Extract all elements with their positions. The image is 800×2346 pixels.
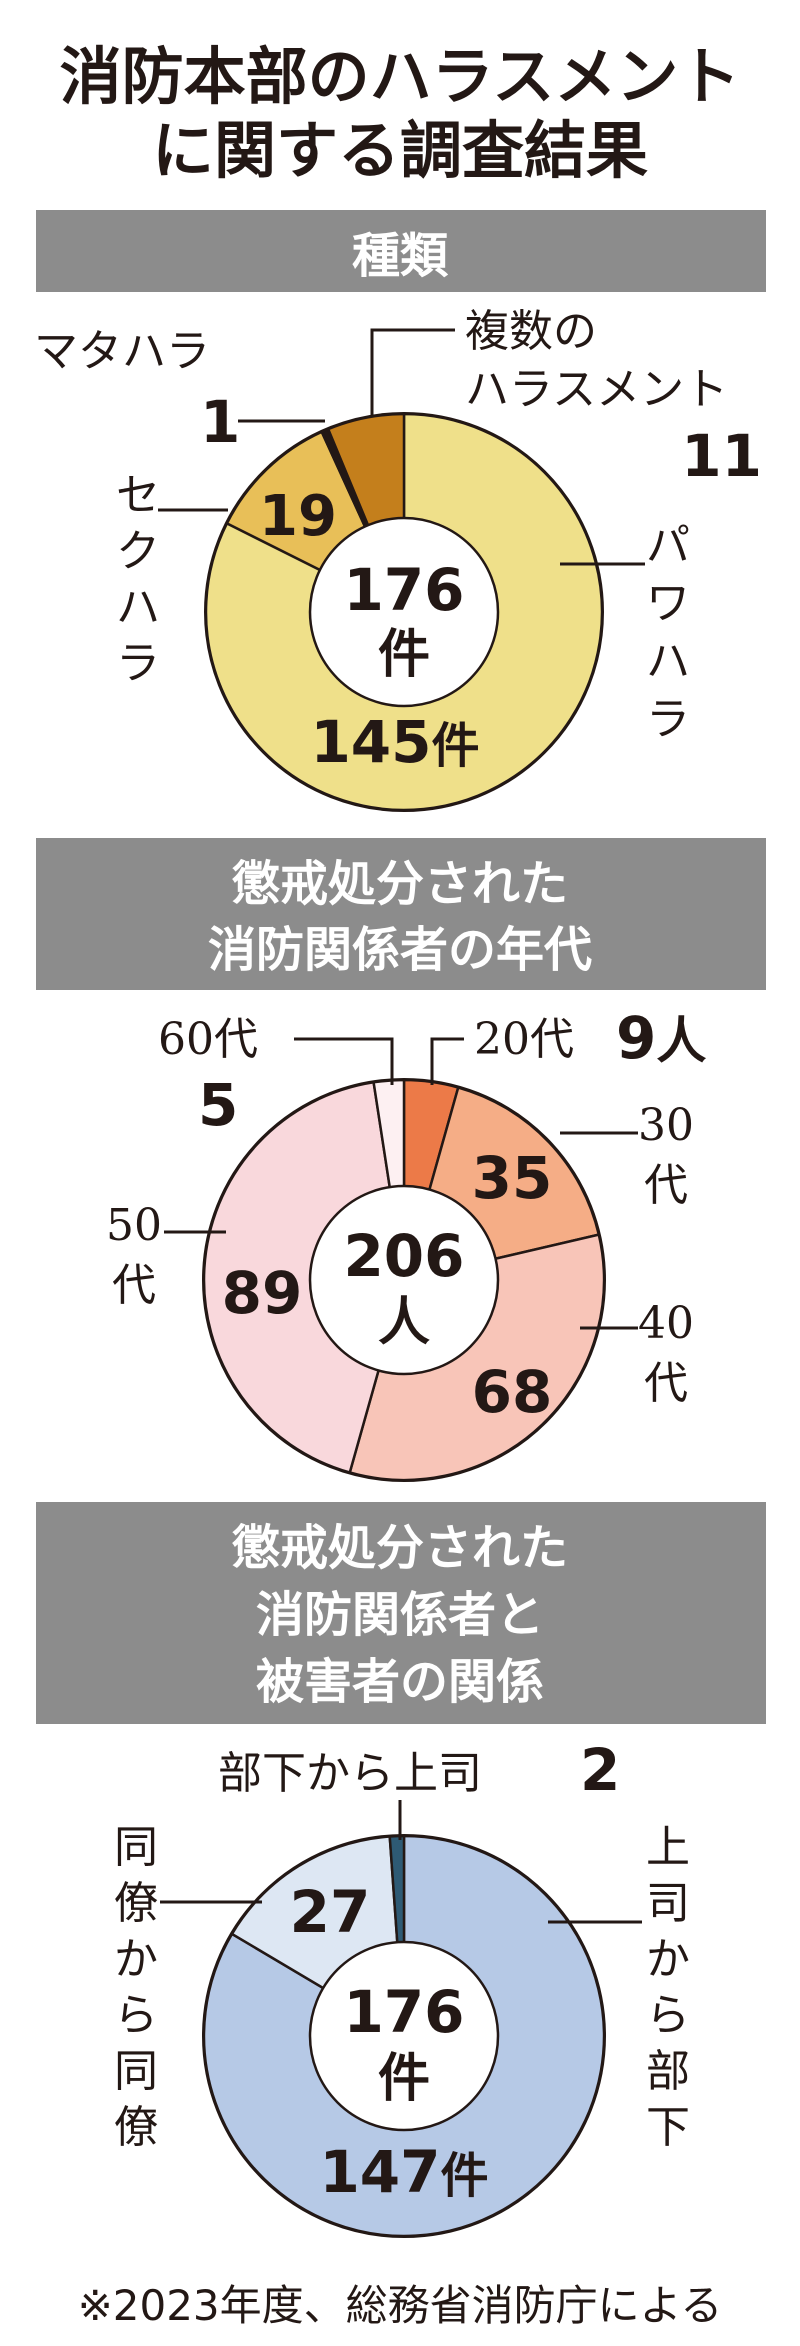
chart2-value-20s: 9人 — [616, 1004, 706, 1072]
chart1-center-number: 176 — [343, 556, 464, 624]
chart3-title-line-2: 消防関係者と — [256, 1587, 544, 1643]
chart3-title-line-3: 被害者の関係 — [256, 1654, 544, 1710]
chart3-center-unit: 件 — [378, 2049, 430, 2109]
chart2-slice-50s — [202, 1080, 406, 1475]
chart3-value-boss-to-sub-unit: 件 — [441, 2148, 489, 2204]
chart2-label-20s: 20代 — [474, 1014, 574, 1065]
chart2-value-50s: 89 — [222, 1259, 303, 1327]
chart2-leader-60s — [294, 1037, 394, 1085]
title-line-2: に関する調査結果 — [152, 114, 648, 187]
chart1-label-multiple-2: ハラスメント — [465, 364, 728, 415]
chart2-leader-20s — [430, 1037, 464, 1085]
chart2-pie — [202, 1078, 606, 1482]
chart3-label-sub-to-boss: 部下から上司 — [218, 1748, 482, 1799]
chart2-center-number: 206 — [343, 1222, 464, 1290]
chart2-title-line-2: 消防関係者の年代 — [208, 922, 592, 978]
chart1-label-multiple-1: 複数の — [465, 306, 597, 357]
chart1-title: 種類 — [352, 228, 449, 284]
chart1-label-sexual: セクハラ — [116, 470, 160, 689]
chart2-center-unit: 人 — [378, 1293, 430, 1353]
title-line-1: 消防本部のハラスメント — [60, 40, 741, 113]
chart1-pie — [204, 412, 604, 812]
chart2-label-40s: 40 代 — [638, 1298, 694, 1409]
pie2-center-hole — [308, 1184, 500, 1376]
chart1-header-bg — [36, 210, 766, 292]
footnote: ※2023年度、総務省消防庁による — [78, 2281, 723, 2330]
pie3-center-hole — [308, 1940, 500, 2132]
chart1-value-power-number: 145 — [310, 708, 431, 776]
chart3-header-bg — [36, 1502, 766, 1724]
chart2-header-bg — [36, 838, 766, 990]
chart1-leader-multiple — [370, 328, 455, 415]
chart1-value-sexual: 19 — [259, 484, 337, 549]
chart3-label-peer: 同僚から同僚 — [114, 1822, 158, 2153]
chart3-value-sub-to-boss: 2 — [580, 1736, 620, 1804]
chart3-value-peer: 27 — [290, 1878, 371, 1946]
chart2-label-60s: 60代 — [158, 1014, 258, 1065]
chart2-value-60s: 5 — [198, 1071, 238, 1139]
chart2-label-50s: 50 代 — [106, 1200, 162, 1311]
chart2-value-20s-number: 9 — [616, 1004, 656, 1072]
chart2-label-30s: 30 代 — [638, 1100, 694, 1211]
chart2-value-30s: 35 — [472, 1144, 553, 1212]
chart3-title-line-1: 懲戒処分された — [232, 1520, 568, 1576]
chart3-center-number: 176 — [343, 1978, 464, 2046]
chart1-value-maternity: 1 — [200, 388, 240, 456]
chart1-slice-power — [204, 412, 604, 812]
pie1-center-hole — [308, 516, 500, 708]
chart1-value-power: 145件 — [310, 708, 479, 776]
chart1-center-unit: 件 — [378, 625, 430, 685]
chart3-value-boss-to-sub-number: 147 — [319, 2138, 440, 2206]
chart3-label-boss-to-sub: 上司から部下 — [646, 1822, 690, 2153]
chart3-pie — [202, 1834, 606, 2238]
chart2-title-line-1: 懲戒処分された — [232, 856, 568, 912]
chart1-value-power-unit: 件 — [432, 718, 480, 774]
chart3-value-boss-to-sub: 147件 — [319, 2138, 488, 2206]
chart1-label-power: パワハラ — [646, 520, 690, 745]
chart2-value-20s-unit: 人 — [656, 1012, 706, 1070]
chart1-value-multiple: 11 — [681, 422, 762, 490]
chart1-label-maternity: マタハラ — [34, 326, 210, 377]
chart2-value-40s: 68 — [472, 1358, 553, 1426]
